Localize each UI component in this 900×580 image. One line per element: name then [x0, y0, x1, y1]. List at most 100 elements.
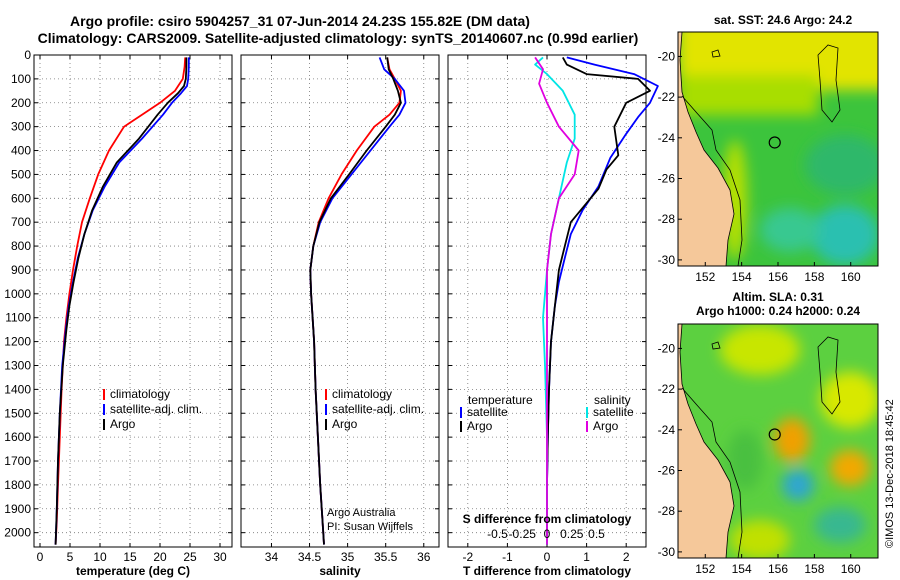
map-y-tick-label: -30	[658, 545, 676, 559]
x2-tick-label: 0.25	[560, 527, 584, 541]
map-x-tick-label: 158	[804, 562, 824, 576]
x-tick-label: 5	[67, 550, 74, 564]
map-x-tick-label: 152	[695, 270, 715, 284]
sla-reef-outline	[681, 387, 743, 558]
map-x-tick-label: 154	[732, 562, 752, 576]
series-line-s-satellite	[534, 56, 576, 545]
y-tick-label: 800	[11, 239, 31, 253]
map-x-tick-label: 156	[768, 270, 788, 284]
legend-title-temperature: temperature	[468, 393, 533, 407]
series-line-t-argo	[546, 56, 651, 545]
sst-reef-outline	[681, 95, 743, 266]
y-tick-label: 1500	[4, 406, 31, 420]
sla-map-title: Altim. SLA: 0.31	[732, 290, 824, 304]
credit-pi: PI: Susan Wijffels	[327, 521, 413, 533]
legend-label: satellite	[467, 405, 508, 419]
sla-map-ticks: 152 154 156 158 160 -20 -22 -24 -26 -28 -30	[658, 341, 861, 576]
x-tick-label: 15	[123, 550, 137, 564]
x-tick-label: 35	[341, 550, 355, 564]
sst-land	[678, 32, 735, 266]
x-tick-label: 25	[183, 550, 197, 564]
y-tick-label: 1100	[5, 311, 31, 325]
x2-tick-label: -0.25	[509, 527, 537, 541]
x2-tick-label: -0.5	[487, 527, 508, 541]
legend-label: Argo	[332, 417, 358, 431]
map-y-tick-label: -22	[658, 382, 676, 396]
sst-cool-patch	[805, 135, 878, 195]
x-tick-label: 36	[417, 550, 431, 564]
map-x-tick-label: 154	[732, 270, 752, 284]
sst-warm-band2	[678, 75, 818, 115]
y-tick-label: 1000	[4, 287, 31, 301]
series-line-s-argo	[534, 56, 580, 545]
difference-panel: -2 -1 0 1 2T difference from climatology temp…	[447, 54, 659, 578]
plot-frame	[240, 54, 440, 548]
sla-green-west	[727, 430, 763, 490]
x-tick-label: 0	[37, 550, 44, 564]
legend-label: climatology	[110, 387, 170, 401]
map-y-tick-label: -20	[658, 341, 676, 355]
sst-map-ticks: 152 154 156 158 160 -20 -22 -24 -26 -28 -30	[658, 49, 861, 284]
x-tick-label: 20	[153, 550, 167, 564]
x-tick-label: 34.5	[298, 550, 322, 564]
x-tick-label: -1	[502, 550, 513, 564]
legend-title-salinity: salinity	[594, 393, 631, 407]
series-line-argo	[54, 57, 188, 545]
x-tick-label: -2	[462, 550, 473, 564]
map-x-tick-label: 156	[768, 562, 788, 576]
map-y-tick-label: -28	[658, 504, 676, 518]
map-x-tick-label: 160	[841, 270, 861, 284]
y-tick-label: 100	[11, 72, 31, 86]
sst-map-title: sat. SST: 24.6 Argo: 24.2	[714, 13, 853, 27]
map-y-tick-label: -24	[658, 423, 676, 437]
sla-land	[678, 324, 735, 558]
y-tick-label: 1400	[4, 382, 31, 396]
x-tick-label: 2	[623, 550, 630, 564]
y-tick-label: 1200	[4, 335, 31, 349]
legend-label: climatology	[332, 387, 392, 401]
map-y-tick-label: -28	[658, 212, 676, 226]
x-tick-label: 0	[544, 550, 551, 564]
legend-label: satellite-adj. clim.	[332, 402, 424, 416]
series-line-climatology	[54, 57, 187, 545]
sst-argo-position-marker	[768, 136, 781, 149]
x-axis-label: T difference from climatology	[463, 564, 631, 578]
x-tick-label: 30	[213, 550, 227, 564]
salinity-panel: 34 34.5 35 35.5 36 salinity climatologysatelli…	[240, 54, 440, 578]
series-line-argo	[309, 57, 402, 545]
sst-map	[678, 32, 878, 266]
sla-low-teal	[814, 507, 866, 543]
sla-argo-position-marker	[768, 428, 781, 441]
timestamp-stamp: ©IMOS 13-Dec-2018 18:45:42	[884, 399, 896, 548]
sla-yellow-south	[730, 520, 790, 558]
figure-title-line1: Argo profile: csiro 5904257_31 07-Jun-20…	[70, 13, 530, 29]
y-tick-label: 1600	[4, 430, 31, 444]
y-tick-label: 900	[11, 263, 31, 277]
x-tick-label: 35.5	[374, 550, 398, 564]
map-y-tick-label: -24	[658, 131, 676, 145]
y-tick-label: 600	[11, 191, 31, 205]
sla-orange-high	[774, 418, 810, 462]
map-y-tick-label: -26	[658, 464, 676, 478]
map-y-tick-label: -20	[658, 49, 676, 63]
legend-label: Argo	[110, 417, 136, 431]
y-tick-label: 2000	[4, 526, 31, 540]
series-line-satellite-adj-clim-	[309, 57, 407, 545]
sla-map	[678, 324, 878, 558]
legend-label: Argo	[593, 419, 619, 433]
sla-reef-outline2	[817, 336, 841, 415]
map-x-tick-label: 152	[695, 562, 715, 576]
series-line-t-satellite	[546, 56, 659, 545]
y-tick-label: 0	[24, 48, 31, 62]
map-y-tick-label: -30	[658, 253, 676, 267]
figure-title-line2: Climatology: CARS2009. Satellite-adjuste…	[38, 30, 639, 46]
y-tick-label: 1800	[4, 478, 31, 492]
y-tick-label: 500	[11, 167, 31, 181]
y-tick-label: 200	[11, 96, 31, 110]
map-y-tick-label: -22	[658, 90, 676, 104]
sst-reef-outline2	[817, 44, 841, 123]
sla-yellow-north	[720, 325, 800, 375]
x-tick-label: 10	[93, 550, 107, 564]
x-axis-label-secondary: S difference from climatology	[463, 512, 632, 526]
